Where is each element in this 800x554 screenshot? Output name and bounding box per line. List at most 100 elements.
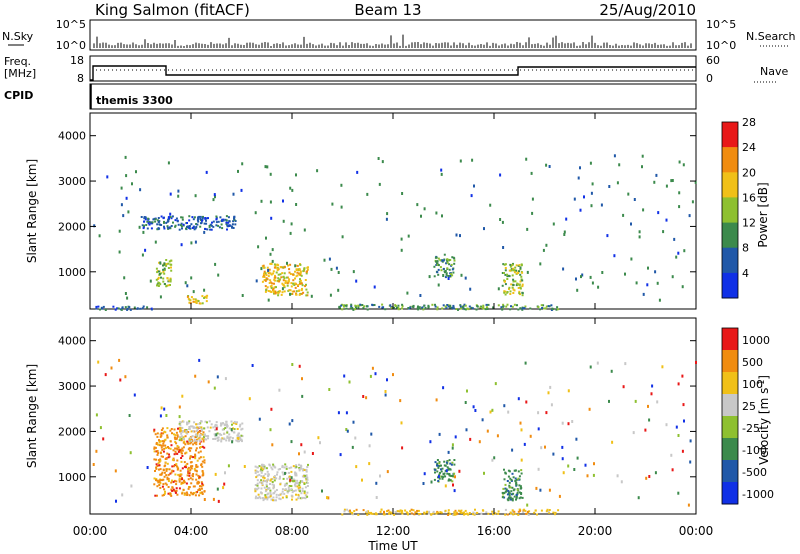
range-gate-cell [340, 305, 342, 307]
range-gate-cell [533, 512, 535, 514]
range-gate-cell [507, 493, 509, 495]
range-gate-cell [170, 482, 172, 484]
range-gate-cell [374, 304, 376, 306]
range-gate-cell [508, 476, 510, 478]
range-gate-cell [502, 488, 504, 490]
range-gate-cell [480, 513, 482, 515]
range-gate-cell [509, 494, 511, 496]
range-gate-cell [516, 494, 518, 496]
range-gate-cell [187, 443, 189, 445]
range-gate-cell [174, 453, 176, 455]
range-gate-cell [441, 512, 443, 514]
range-gate-cell [190, 492, 192, 494]
range-gate-cell [441, 476, 443, 478]
range-gate-cell [181, 228, 183, 230]
colorbar-segment [722, 438, 738, 461]
range-gate-cell [174, 474, 176, 476]
range-gate-cell [381, 307, 383, 309]
range-gate-cell [302, 490, 304, 492]
range-gate-cell [401, 238, 403, 241]
range-gate-cell [162, 281, 164, 283]
range-gate-cell [420, 215, 422, 218]
range-gate-cell [288, 486, 290, 488]
range-gate-cell [349, 381, 351, 384]
range-gate-cell [483, 227, 485, 230]
range-gate-cell [270, 495, 272, 497]
range-gate-cell [177, 220, 179, 222]
range-gate-cell [270, 428, 272, 431]
range-gate-cell [276, 496, 278, 498]
range-gate-cell [182, 467, 184, 469]
range-gate-cell [446, 462, 448, 464]
range-gate-cell [370, 433, 372, 436]
range-gate-cell [266, 165, 268, 168]
range-gate-cell [525, 513, 527, 515]
range-gate-cell [202, 493, 204, 495]
range-gate-cell [233, 218, 235, 220]
range-gate-cell [183, 441, 185, 443]
range-gate-cell [209, 420, 211, 422]
range-gate-cell [127, 210, 129, 213]
range-gate-cell [372, 367, 374, 370]
range-gate-cell [208, 380, 210, 383]
range-gate-cell [126, 297, 128, 300]
range-gate-cell [469, 288, 471, 291]
range-gate-cell [168, 478, 170, 480]
range-gate-cell [390, 512, 392, 514]
range-gate-cell [167, 263, 169, 265]
range-gate-cell [442, 478, 444, 480]
range-gate-cell [189, 227, 191, 229]
range-gate-cell [166, 453, 168, 455]
range-gate-cell [291, 363, 293, 366]
range-gate-cell [167, 463, 169, 465]
range-gate-cell [190, 241, 192, 244]
range-gate-cell [306, 477, 308, 479]
range-gate-cell [630, 258, 632, 261]
range-gate-cell [265, 285, 267, 287]
range-gate-cell [428, 513, 430, 515]
range-gate-cell [341, 308, 343, 310]
range-gate-cell [272, 497, 274, 499]
range-gate-cell [169, 213, 171, 216]
range-gate-cell [385, 394, 387, 397]
range-gate-cell [188, 475, 190, 477]
range-gate-cell [608, 185, 610, 188]
range-gate-cell [184, 466, 186, 468]
range-gate-cell [471, 159, 473, 162]
range-gate-cell [189, 428, 191, 430]
range-gate-cell [176, 465, 178, 467]
range-gate-cell [466, 308, 468, 310]
range-gate-cell [437, 467, 439, 469]
range-gate-cell [575, 278, 577, 281]
range-gate-cell [242, 294, 244, 297]
range-gate-cell [419, 294, 421, 297]
range-gate-cell [93, 463, 95, 466]
range-gate-cell [521, 428, 523, 431]
range-gate-cell [290, 467, 292, 469]
range-gate-cell [522, 308, 524, 310]
range-gate-cell [263, 464, 265, 466]
range-gate-cell [190, 456, 192, 458]
range-gate-cell [241, 423, 243, 425]
range-gate-cell [359, 304, 361, 306]
range-gate-cell [437, 274, 439, 276]
range-gate-cell [270, 408, 272, 411]
range-gate-cell [153, 458, 155, 460]
range-gate-cell [259, 418, 261, 421]
range-gate-cell [139, 226, 141, 229]
range-gate-cell [189, 442, 191, 444]
range-gate-cell [204, 459, 206, 461]
range-gate-cell [97, 361, 99, 364]
range-gate-cell [293, 465, 295, 467]
range-gate-cell [512, 264, 514, 266]
range-gate-cell [275, 499, 277, 501]
range-gate-cell [307, 485, 309, 487]
range-gate-cell [299, 490, 301, 492]
range-gate-cell [162, 427, 164, 429]
range-gate-cell [676, 426, 678, 429]
range-gate-cell [295, 203, 297, 206]
range-gate-cell [165, 285, 167, 287]
range-gate-cell [190, 276, 192, 279]
range-gate-cell [525, 401, 527, 404]
range-gate-cell [282, 471, 284, 473]
